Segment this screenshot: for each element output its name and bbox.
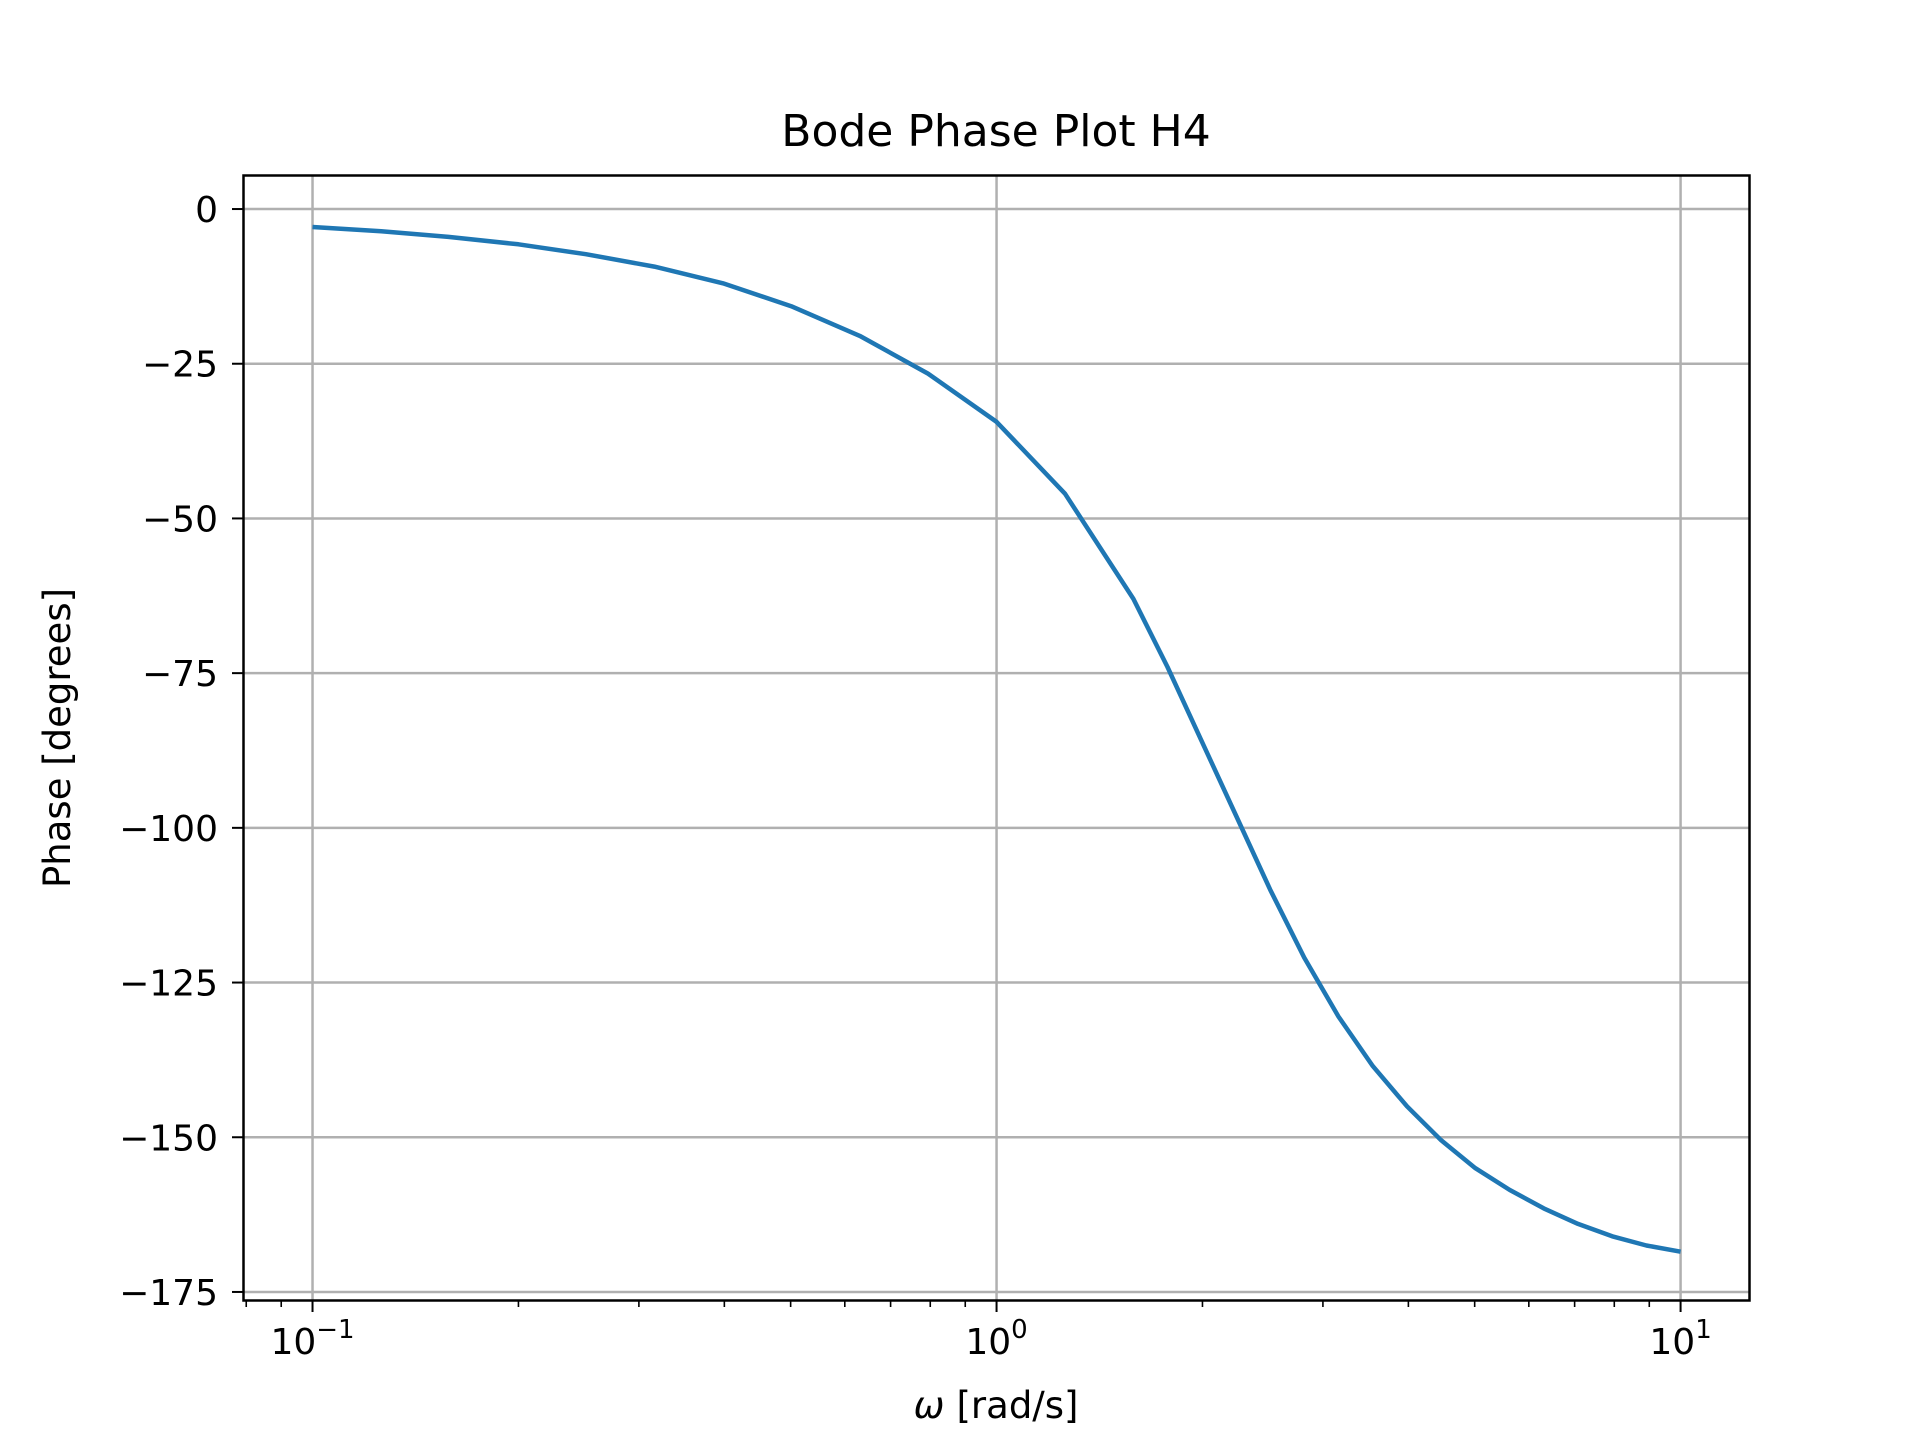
- x-tick-label: 100: [965, 1315, 1027, 1363]
- y-tick-label: −50: [142, 499, 218, 540]
- x-axis-ticks: 10−1 100 101: [270, 1300, 1712, 1363]
- y-axis-ticks: 0 −25 −50 −75 −100 −125 −150 −175: [119, 190, 244, 1314]
- y-tick-label: −175: [119, 1273, 218, 1314]
- y-tick-label: −75: [142, 654, 218, 695]
- x-tick-label: 10−1: [270, 1315, 354, 1363]
- y-tick-label: −25: [142, 345, 218, 386]
- x-axis-symbol: ω: [914, 1384, 945, 1427]
- grid-lines: [244, 175, 1749, 1300]
- y-tick-label: −150: [119, 1118, 218, 1159]
- x-axis-label: ω [rad/s]: [914, 1384, 1079, 1427]
- y-tick-label: −100: [119, 809, 218, 850]
- x-tick-label: 101: [1649, 1315, 1711, 1363]
- y-tick-label: −125: [119, 964, 218, 1005]
- y-tick-label: 0: [195, 190, 218, 231]
- chart-title: Bode Phase Plot H4: [781, 106, 1210, 157]
- plot-frame: [242, 174, 1751, 1302]
- y-axis-label: Phase [degrees]: [36, 588, 79, 888]
- series-group: [312, 224, 1682, 1254]
- phase-series-line: [312, 224, 1682, 1254]
- x-axis-unit: [rad/s]: [957, 1384, 1079, 1427]
